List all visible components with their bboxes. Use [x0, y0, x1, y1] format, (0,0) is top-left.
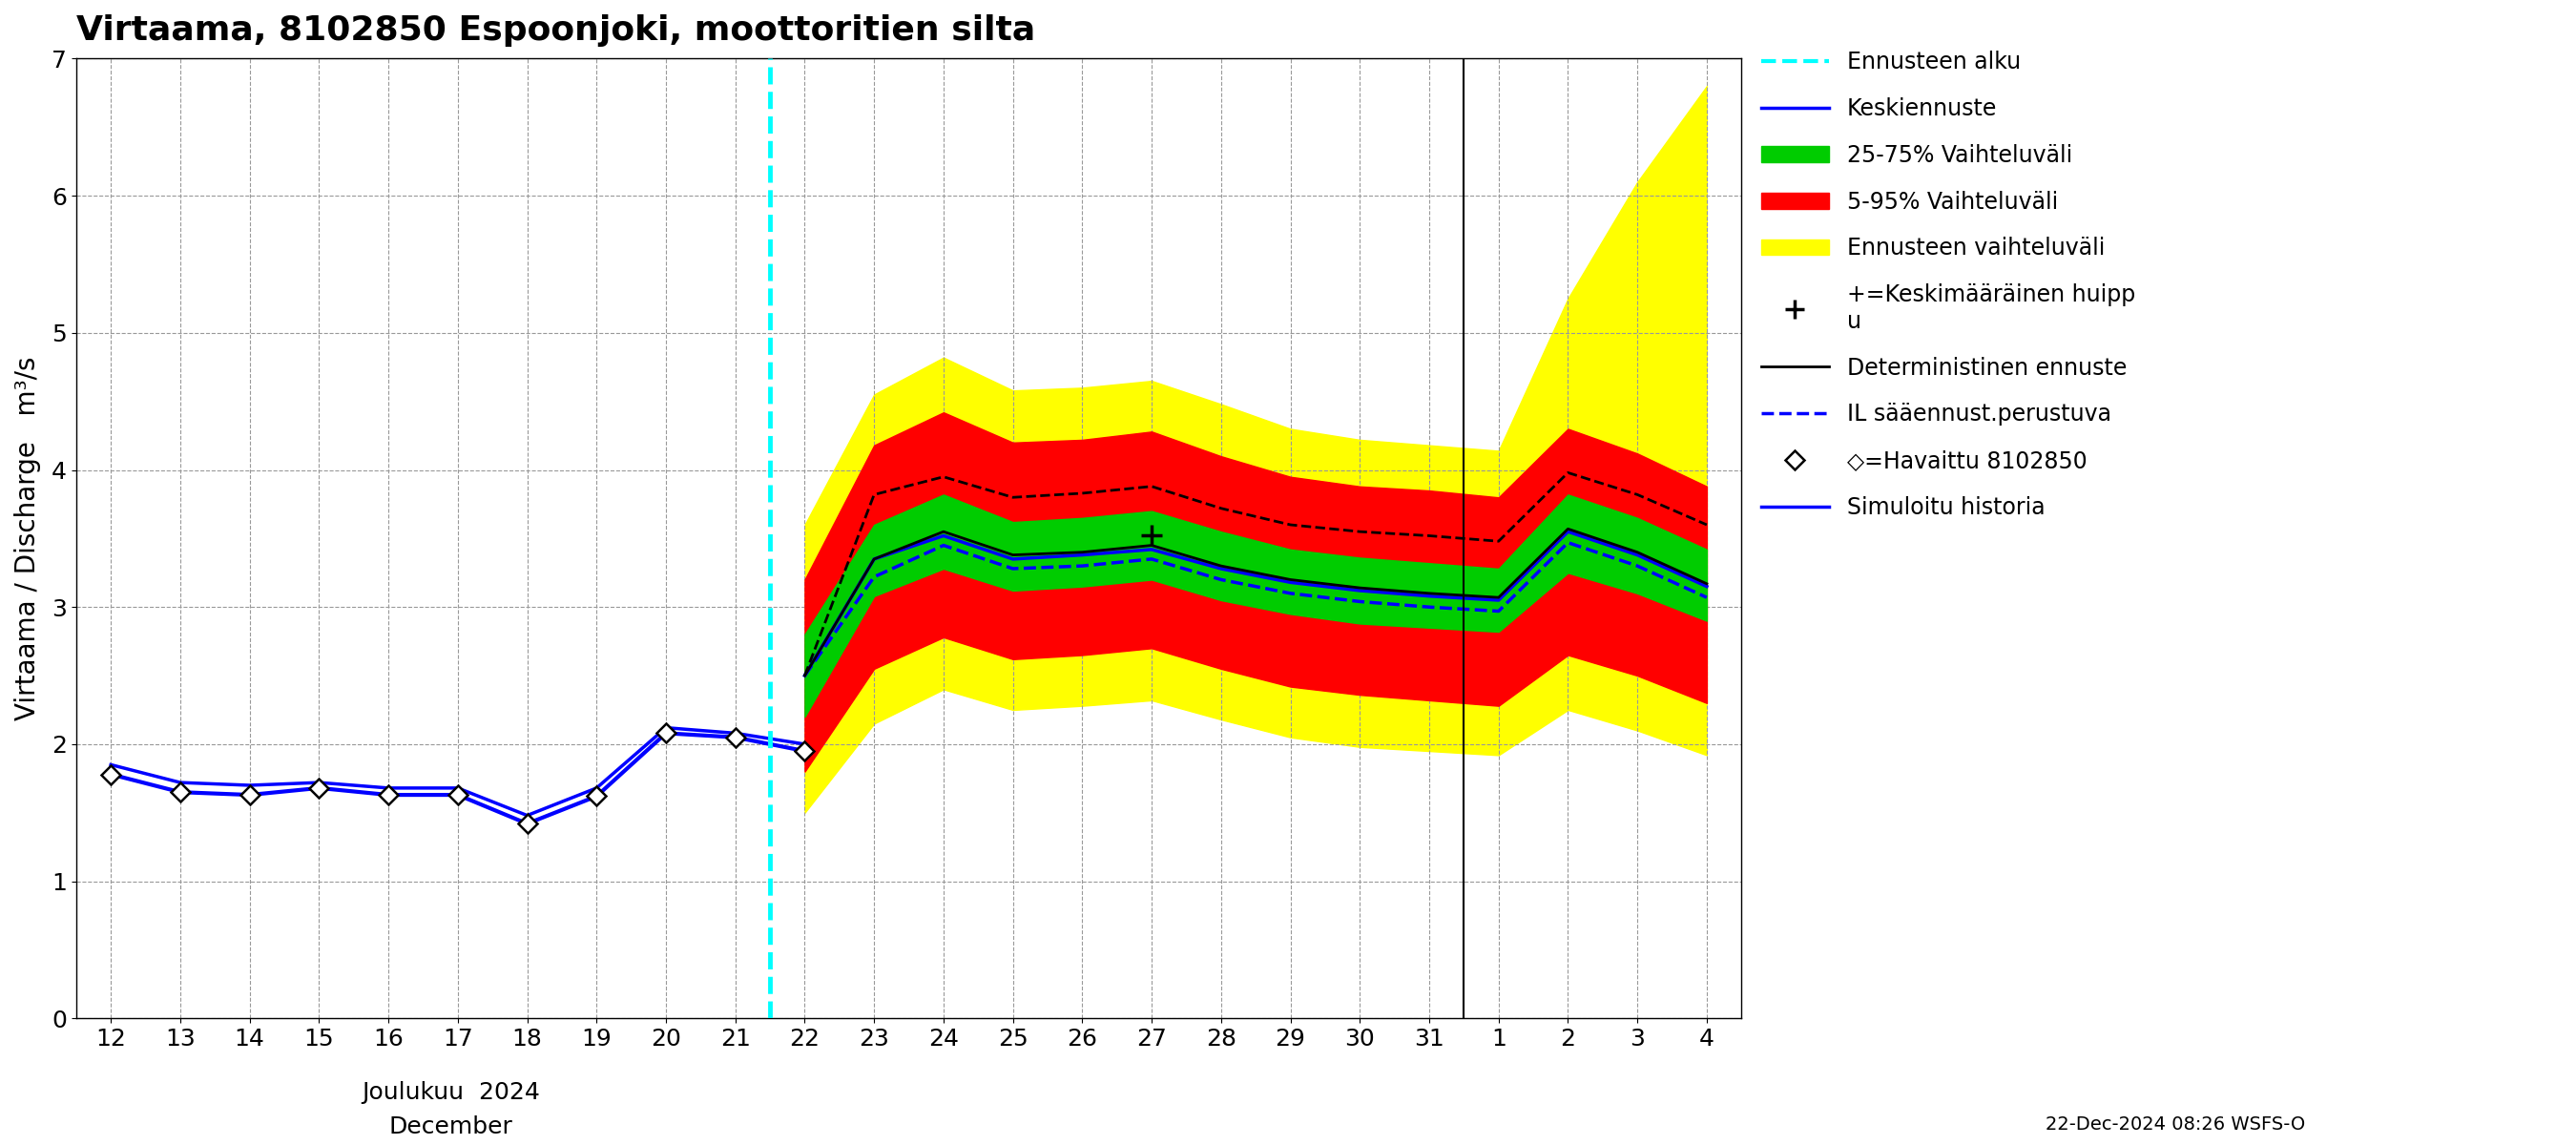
Text: 22-Dec-2024 08:26 WSFS-O: 22-Dec-2024 08:26 WSFS-O	[2045, 1115, 2306, 1134]
Text: December: December	[389, 1115, 513, 1138]
Text: Joulukuu  2024: Joulukuu 2024	[361, 1081, 541, 1104]
Legend: Ennusteen alku, Keskiennuste, 25-75% Vaihteluväli, 5-95% Vaihteluväli, Ennusteen: Ennusteen alku, Keskiennuste, 25-75% Vai…	[1762, 50, 2136, 519]
Y-axis label: Virtaama / Discharge   m³/s: Virtaama / Discharge m³/s	[15, 356, 41, 720]
Text: Virtaama, 8102850 Espoonjoki, moottoritien silta: Virtaama, 8102850 Espoonjoki, moottoriti…	[77, 14, 1036, 47]
